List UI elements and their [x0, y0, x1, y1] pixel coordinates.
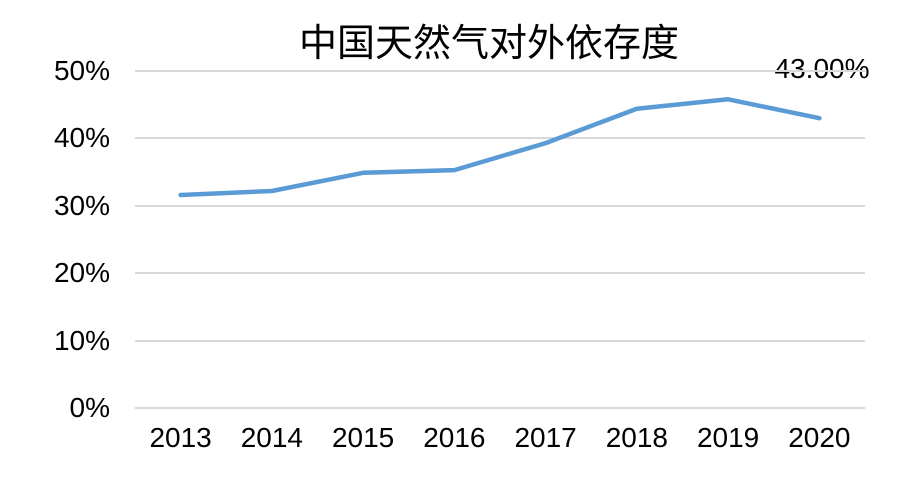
x-axis-tick-label: 2019: [696, 422, 760, 453]
x-axis-tick-label: 2015: [331, 422, 395, 453]
y-axis-tick-label: 20%: [53, 257, 110, 289]
y-axis-tick-label: 0%: [69, 392, 110, 423]
line-series: [178, 97, 822, 198]
y-axis-tick-label: 10%: [53, 324, 110, 356]
x-axis-tick-label: 2018: [605, 422, 669, 453]
y-axis-tick-label: 40%: [53, 122, 110, 154]
gridline: [135, 407, 865, 409]
x-axis-tick-label: 2014: [240, 422, 304, 453]
y-axis-tick-label: 30%: [53, 189, 110, 221]
x-axis-tick-label: 2017: [514, 422, 577, 453]
gridline: [135, 137, 865, 140]
x-axis-tick-label: 2020: [788, 422, 851, 453]
gridline: [135, 70, 865, 72]
gridline: [135, 272, 865, 275]
x-axis-tick-label: 2016: [423, 422, 486, 453]
gridline: [135, 204, 865, 207]
chart-title: 中国天然气对外依存度: [298, 23, 679, 65]
y-axis-tick-label: 50%: [53, 55, 110, 86]
x-axis-tick-label: 2013: [149, 422, 212, 453]
gridline: [135, 339, 865, 342]
data-label-last-point: 43.00%: [774, 53, 870, 84]
